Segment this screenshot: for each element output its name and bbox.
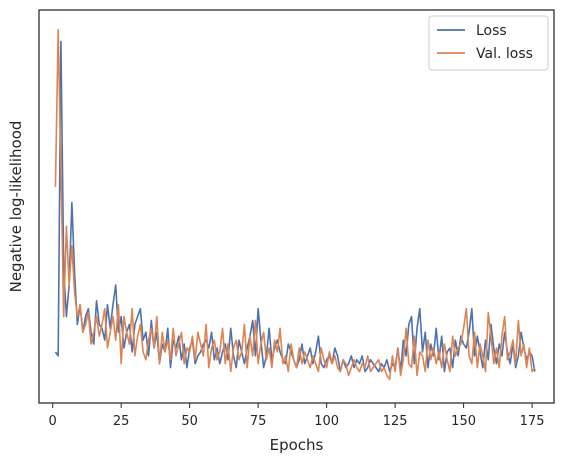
series-line-1: [54, 28, 536, 381]
x-tick-label: 50: [181, 414, 198, 429]
legend-entry-1: Val. loss: [476, 46, 533, 62]
plot-area: [38, 9, 555, 404]
x-tick-label: 25: [113, 414, 130, 429]
x-tick-label: 75: [250, 414, 267, 429]
x-tick-label: 175: [520, 414, 545, 429]
x-axis-ticks: 0 25 50 75 100 125 150 175: [49, 403, 545, 429]
x-tick-label: 150: [451, 414, 476, 429]
legend-entry-0: Loss: [476, 23, 507, 39]
y-axis-label: Negative log-likelihood: [7, 121, 25, 293]
legend: Loss Val. loss: [428, 15, 549, 71]
series-lines: [54, 28, 536, 381]
x-tick-label: 0: [49, 414, 57, 429]
x-tick-label: 125: [383, 414, 408, 429]
x-axis-label: Epochs: [270, 436, 324, 454]
x-tick-label: 100: [314, 414, 339, 429]
series-line-0: [54, 40, 536, 373]
axes-frame: [38, 9, 555, 404]
